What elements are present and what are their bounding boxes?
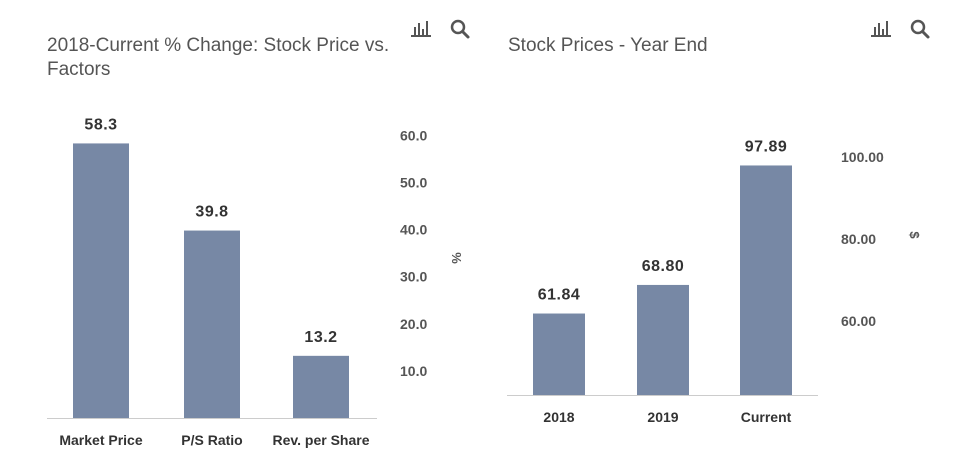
bar-chart-icon[interactable] xyxy=(869,18,893,40)
data-label: 68.80 xyxy=(642,258,685,275)
y-axis-label: $ xyxy=(907,231,922,239)
x-tick-label: P/S Ratio xyxy=(181,432,242,448)
bar xyxy=(73,143,129,418)
data-label: 39.8 xyxy=(195,204,228,221)
data-label: 13.2 xyxy=(304,329,337,346)
chart-right-canvas: 61.84 2018 68.80 2019 97.89 Current 60.00 80.00… xyxy=(507,138,922,425)
y-tick-label: 100.00 xyxy=(841,149,884,165)
bar-chart-icon[interactable] xyxy=(409,18,433,40)
bar xyxy=(293,355,349,418)
chart-left-canvas: 58.3 Market Price 39.8 P/S Ratio 13.2 Rev. pe… xyxy=(47,116,464,448)
bar xyxy=(184,230,240,418)
y-tick-label: 50.0 xyxy=(400,175,427,191)
y-axis-label: % xyxy=(449,252,464,264)
chart-panel-left: 58.3 Market Price 39.8 P/S Ratio 13.2 Rev. pe… xyxy=(47,18,471,448)
chart-title: Stock Prices - Year End xyxy=(508,35,708,56)
y-tick-label: 30.0 xyxy=(400,269,427,285)
data-label: 61.84 xyxy=(538,287,581,304)
bar xyxy=(740,165,792,395)
x-tick-label: Current xyxy=(741,409,792,425)
x-tick-label: 2019 xyxy=(647,409,678,425)
y-tick-label: 60.00 xyxy=(841,313,876,329)
bar xyxy=(533,313,585,395)
chart-panel-right: 61.84 2018 68.80 2019 97.89 Current 60.00 80.00… xyxy=(480,0,958,472)
y-tick-label: 20.0 xyxy=(400,316,427,332)
data-label: 58.3 xyxy=(84,116,117,133)
search-icon[interactable] xyxy=(909,18,931,40)
x-tick-label: Market Price xyxy=(59,432,142,448)
bar xyxy=(637,284,689,395)
y-tick-label: 10.0 xyxy=(400,363,427,379)
chart-title: 2018-Current % Change: Stock Price vs. F… xyxy=(47,35,390,80)
x-tick-label: 2018 xyxy=(543,409,574,425)
y-tick-label: 60.0 xyxy=(400,127,427,143)
data-label: 97.89 xyxy=(745,138,788,155)
y-tick-label: 80.00 xyxy=(841,231,876,247)
search-icon[interactable] xyxy=(449,18,471,40)
x-tick-label: Rev. per Share xyxy=(272,432,369,448)
y-tick-label: 40.0 xyxy=(400,222,427,238)
